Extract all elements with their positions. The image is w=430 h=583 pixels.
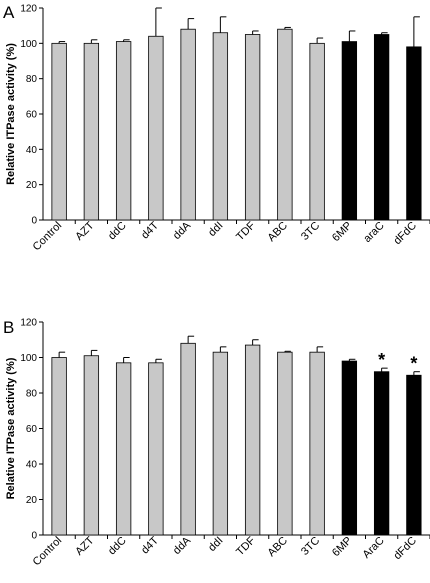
- y-tick-label: 80: [26, 389, 38, 400]
- significance-marker: *: [410, 354, 417, 374]
- x-tick-label: 3TC: [299, 220, 322, 243]
- bar: [373, 371, 390, 536]
- x-tick-label: ddC: [106, 535, 129, 558]
- bar: [212, 32, 229, 221]
- bar: [115, 41, 132, 221]
- bar: [373, 34, 390, 221]
- bar: [180, 28, 196, 221]
- x-tick-label: AZT: [73, 219, 96, 242]
- y-tick-label: 120: [20, 4, 37, 15]
- bar: [277, 28, 293, 221]
- y-tick-label: 0: [31, 531, 37, 542]
- bar: [244, 34, 261, 221]
- panel-a: A Relative ITPase activity (%) 0 20 40 60 80 10…: [3, 3, 430, 253]
- x-tick-label: d4T: [139, 219, 161, 241]
- x-tick-label: AZT: [73, 534, 96, 557]
- y-tick-label: 40: [26, 460, 38, 471]
- bar: [309, 42, 325, 221]
- x-tick-label: ddI: [206, 220, 225, 239]
- x-tick-label: ddC: [106, 220, 129, 243]
- bar: [148, 362, 164, 536]
- y-tick-label: 100: [20, 353, 37, 364]
- bar: [83, 42, 100, 221]
- y-tick-label: 100: [20, 39, 37, 50]
- bar: [277, 351, 293, 536]
- y-tick-label: 60: [26, 424, 38, 435]
- x-tick-label: ddA: [171, 534, 194, 557]
- bar: [341, 360, 358, 536]
- x-tick-label: ddI: [206, 535, 225, 554]
- bar: [83, 355, 100, 536]
- x-tick-label: 3TC: [299, 535, 322, 558]
- panel-letter: A: [3, 3, 15, 22]
- y-tick-label: 20: [26, 180, 38, 191]
- y-tick-label: 20: [26, 495, 38, 506]
- bar: [244, 344, 261, 536]
- bar: [341, 41, 358, 221]
- x-tick-label: d4T: [139, 534, 161, 556]
- bar: [406, 46, 422, 221]
- x-tick-label: dFdC: [391, 535, 419, 563]
- y-axis-label: Relative ITPase activity (%): [5, 43, 17, 185]
- bar: [180, 342, 196, 536]
- bar: [406, 374, 422, 536]
- bar: [212, 351, 229, 536]
- y-tick-label: 0: [31, 216, 37, 227]
- bar: [51, 357, 67, 536]
- panel-b: B Relative ITPase activity (%) 0 20 40 60 80 10…: [3, 318, 430, 568]
- bar: [51, 42, 67, 221]
- bar: [148, 35, 164, 221]
- x-tick-label: TDF: [234, 534, 258, 558]
- y-tick-label: 40: [26, 145, 38, 156]
- significance-marker: *: [378, 350, 385, 370]
- y-tick-label: 80: [26, 74, 38, 85]
- x-tick-label: dFdC: [391, 220, 419, 248]
- x-tick-label: ddA: [171, 219, 194, 242]
- bar: [309, 351, 325, 536]
- bar: [115, 362, 132, 536]
- y-axis-label: Relative ITPase activity (%): [5, 357, 17, 499]
- x-tick-label: AraC: [361, 535, 387, 561]
- y-tick-label: 60: [26, 110, 38, 121]
- y-tick-label: 120: [20, 318, 37, 329]
- panel-letter: B: [3, 318, 14, 337]
- x-tick-label: TDF: [234, 219, 258, 243]
